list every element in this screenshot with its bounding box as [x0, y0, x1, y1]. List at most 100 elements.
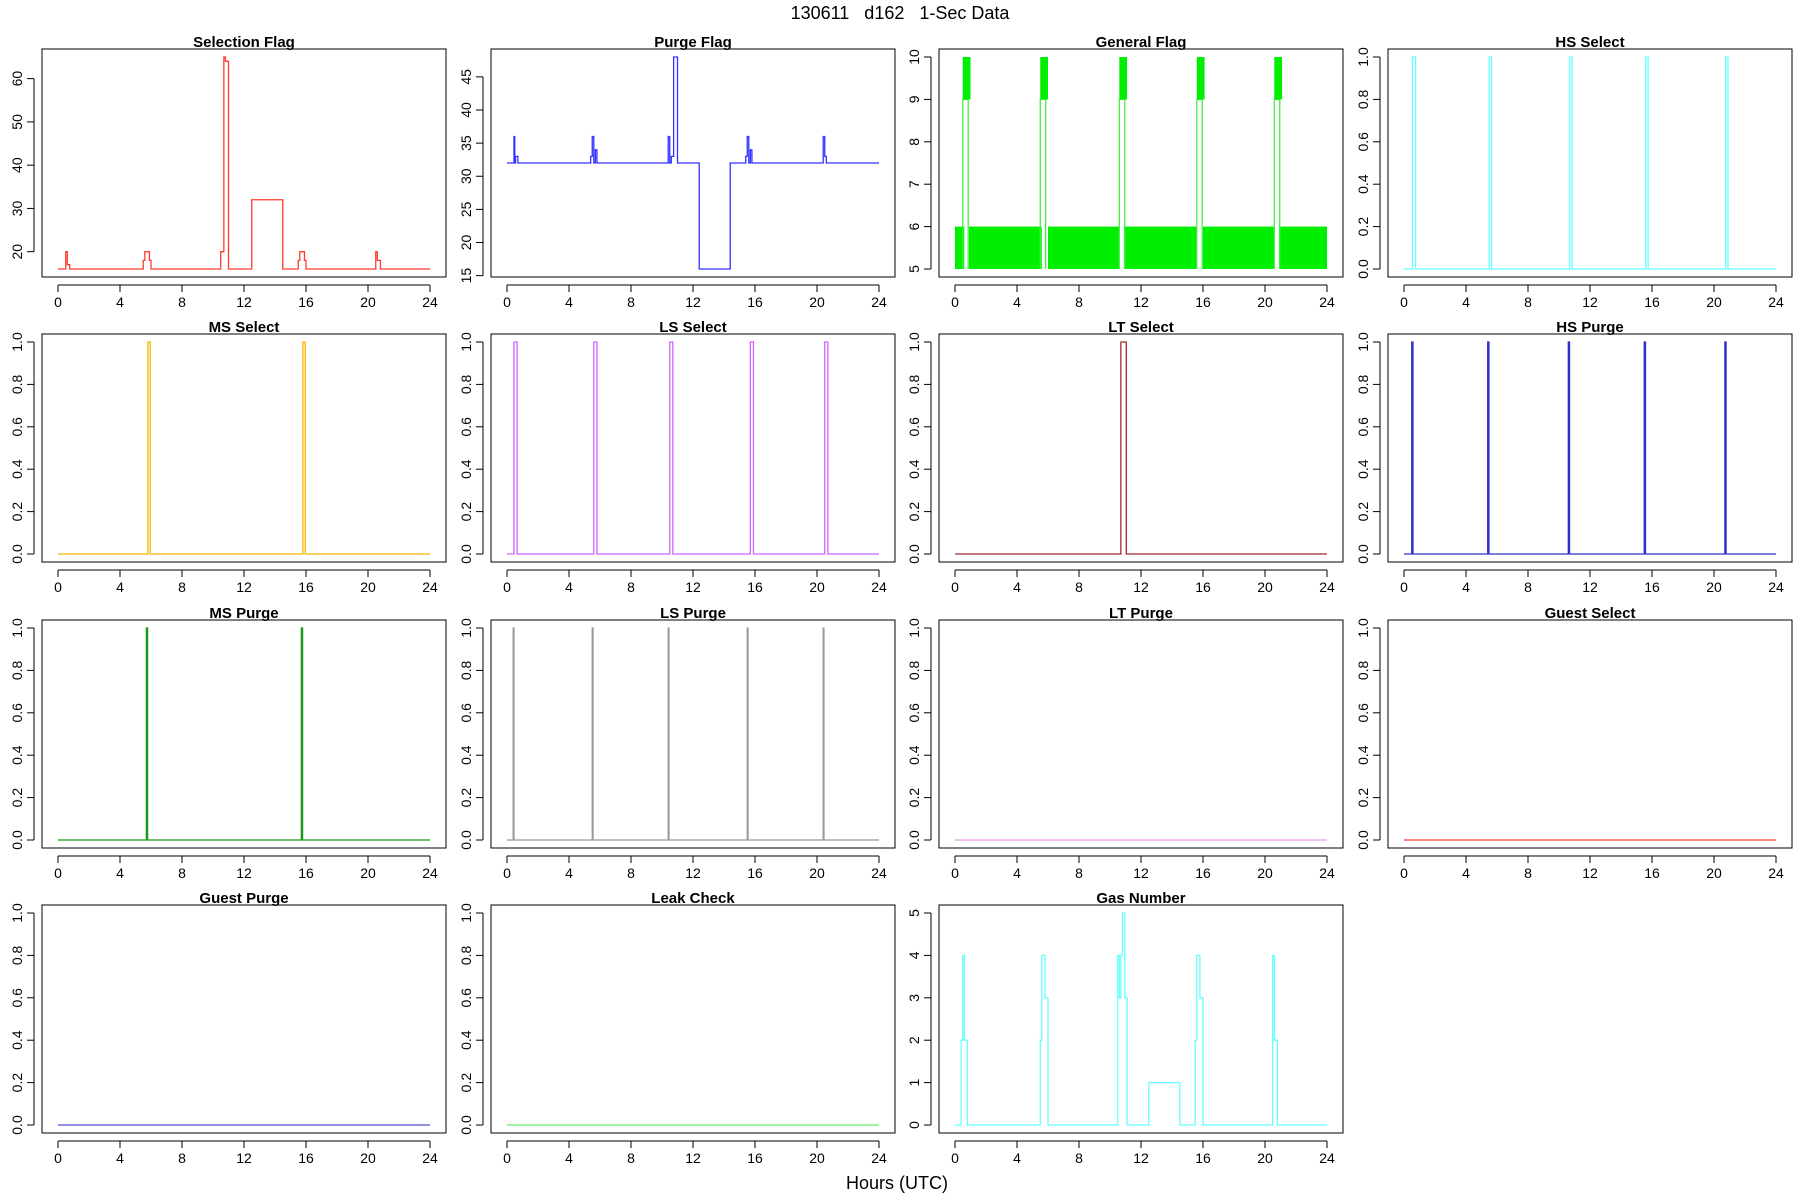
- plot-frame: [490, 333, 896, 563]
- flag-spike-top: [1196, 57, 1205, 100]
- y-tick-label: 0.4: [9, 459, 25, 479]
- y-tick-label: 0.8: [9, 945, 25, 965]
- x-tick-label: 4: [1013, 865, 1021, 881]
- y-tick-label: 0.6: [9, 988, 25, 1008]
- y-tick-label: 0.6: [9, 417, 25, 437]
- x-tick-label: 20: [1706, 579, 1722, 595]
- flag-spike: [1118, 98, 1126, 269]
- x-tick-label: 20: [360, 294, 376, 310]
- plot-frame: [490, 904, 896, 1134]
- y-tick-label: 30: [9, 200, 25, 216]
- y-tick-label: 0.4: [906, 745, 922, 765]
- x-tick-label: 0: [1400, 294, 1408, 310]
- x-tick-label: 24: [422, 294, 438, 310]
- y-tick-label: 0.4: [458, 459, 474, 479]
- x-tick-label: 16: [747, 579, 763, 595]
- x-tick-label: 4: [116, 1150, 124, 1166]
- y-tick-label: 5: [906, 909, 922, 917]
- x-tick-label: 8: [178, 865, 186, 881]
- x-tick-label: 4: [1013, 294, 1021, 310]
- y-tick-label: 0.0: [1355, 830, 1371, 850]
- x-tick-label: 0: [503, 1150, 511, 1166]
- plot-frame: [41, 48, 447, 278]
- plot-frame: [1387, 48, 1793, 278]
- x-tick-label: 0: [503, 294, 511, 310]
- y-tick-label: 0.8: [1355, 660, 1371, 680]
- x-tick-label: 8: [1524, 865, 1532, 881]
- x-tick-label: 4: [1462, 579, 1470, 595]
- x-tick-label: 16: [747, 865, 763, 881]
- series-line: [58, 56, 430, 270]
- y-tick-label: 0.6: [1355, 132, 1371, 152]
- series-line: [58, 341, 430, 555]
- plot-frame: [490, 48, 896, 278]
- flag-band: [1123, 226, 1197, 269]
- y-tick-label: 0.0: [1355, 544, 1371, 564]
- y-tick-label: 60: [9, 71, 25, 87]
- y-tick-label: 0.6: [9, 703, 25, 723]
- x-tick-label: 12: [236, 1150, 252, 1166]
- flag-band: [1203, 226, 1275, 269]
- x-tick-label: 8: [1075, 865, 1083, 881]
- x-tick-label: 20: [809, 294, 825, 310]
- y-tick-label: 0.6: [906, 417, 922, 437]
- y-tick-label: 0.2: [1355, 502, 1371, 522]
- y-tick-label: 0: [906, 1121, 922, 1129]
- x-tick-label: 4: [565, 579, 573, 595]
- panel-title: Purge Flag: [654, 34, 732, 51]
- flag-spike-top: [1274, 57, 1283, 100]
- flag-spike-top: [962, 57, 971, 100]
- x-axis-label: Hours (UTC): [846, 1173, 948, 1193]
- chart-panel: LS Select 0 4 8 12 16 20 24 0.0 0.2 0.4 0.6 0.8 1.0: [458, 319, 896, 595]
- y-tick-label: 0.8: [458, 660, 474, 680]
- chart-panel: HS Select 0 4 8 12 16 20 24 0.0 0.2 0.4 0.6 0.8 1.0: [1355, 34, 1793, 310]
- x-tick-label: 12: [685, 865, 701, 881]
- x-tick-label: 16: [747, 294, 763, 310]
- y-tick-label: 5: [906, 265, 922, 273]
- x-tick-label: 0: [54, 1150, 62, 1166]
- x-tick-label: 12: [685, 579, 701, 595]
- x-tick-label: 0: [1400, 865, 1408, 881]
- flag-spike-top: [1119, 57, 1128, 100]
- plot-frame: [938, 333, 1344, 563]
- y-tick-label: 0.2: [1355, 217, 1371, 237]
- y-tick-label: 0.0: [458, 830, 474, 850]
- plot-frame: [1387, 333, 1793, 563]
- x-tick-label: 12: [1133, 579, 1149, 595]
- x-tick-label: 4: [1013, 579, 1021, 595]
- x-tick-label: 24: [1319, 294, 1335, 310]
- x-tick-label: 24: [871, 294, 887, 310]
- x-tick-label: 8: [178, 1150, 186, 1166]
- x-tick-label: 24: [1768, 294, 1784, 310]
- y-tick-label: 0.8: [458, 945, 474, 965]
- panel-title: Gas Number: [1096, 890, 1185, 907]
- x-tick-label: 8: [627, 579, 635, 595]
- y-tick-label: 3: [906, 994, 922, 1002]
- x-tick-label: 12: [1582, 294, 1598, 310]
- x-tick-label: 20: [1706, 294, 1722, 310]
- x-tick-label: 8: [1075, 579, 1083, 595]
- x-tick-label: 0: [951, 579, 959, 595]
- y-tick-label: 1.0: [1355, 618, 1371, 638]
- y-tick-label: 20: [458, 235, 474, 251]
- x-tick-label: 20: [809, 579, 825, 595]
- x-tick-label: 20: [360, 1150, 376, 1166]
- x-tick-label: 16: [1644, 579, 1660, 595]
- x-tick-label: 20: [1257, 1150, 1273, 1166]
- y-tick-label: 40: [458, 102, 474, 118]
- y-tick-label: 0.0: [9, 544, 25, 564]
- y-tick-label: 0.4: [1355, 745, 1371, 765]
- x-tick-label: 0: [54, 579, 62, 595]
- chart-panel: Selection Flag 0 4 8 12 16 20 24 20 30 40 50 60: [9, 34, 447, 310]
- y-tick-label: 0.8: [458, 374, 474, 394]
- chart-panel: General Flag 0 4 8 12 16 20 24 5 6 7 8 9 10: [906, 34, 1344, 310]
- x-tick-label: 0: [503, 579, 511, 595]
- y-tick-label: 0.2: [458, 1073, 474, 1093]
- x-tick-label: 24: [1319, 579, 1335, 595]
- x-tick-label: 20: [1706, 865, 1722, 881]
- x-tick-label: 4: [565, 294, 573, 310]
- y-tick-label: 25: [458, 201, 474, 217]
- y-tick-label: 0.0: [9, 1115, 25, 1135]
- panel-title: MS Purge: [209, 605, 278, 622]
- x-tick-label: 16: [1195, 865, 1211, 881]
